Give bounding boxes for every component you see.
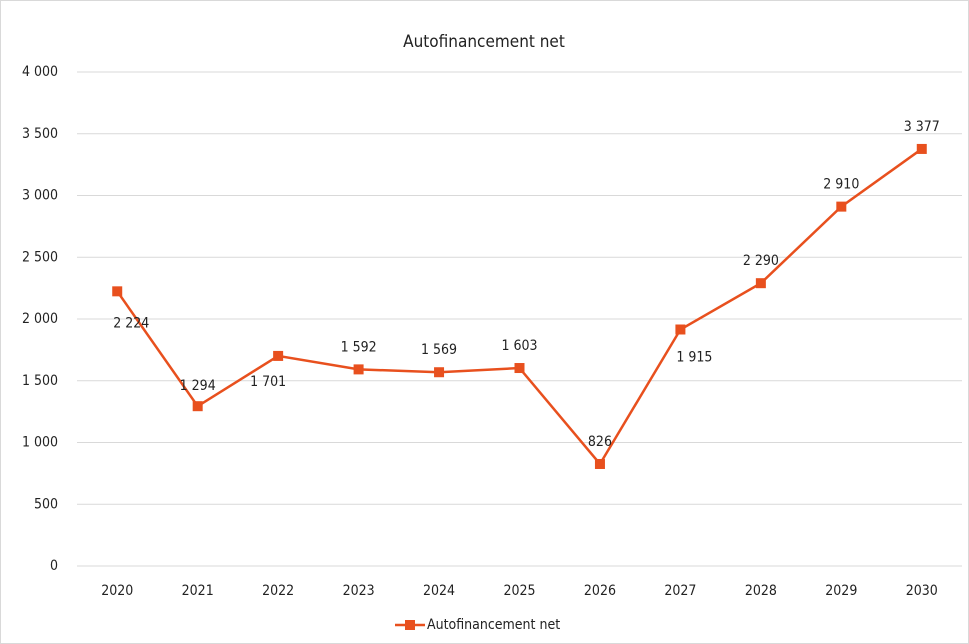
x-tick-label: 2020: [101, 583, 133, 599]
marker: [434, 367, 445, 378]
marker: [836, 201, 847, 212]
x-tick-label: 2027: [664, 583, 696, 599]
x-tick-label: 2026: [584, 583, 616, 599]
data-label: 826: [588, 434, 612, 450]
y-tick-label: 0: [50, 558, 58, 574]
data-label: 2 910: [823, 177, 859, 193]
x-tick-label: 2024: [423, 583, 455, 599]
y-tick-label: 1 000: [22, 435, 58, 451]
marker: [594, 458, 605, 469]
data-label: 1 569: [421, 342, 457, 358]
data-label: 1 603: [501, 338, 537, 354]
y-tick-label: 2 000: [22, 311, 58, 327]
legend-label: Autofinancement net: [427, 617, 560, 633]
data-label: 1 294: [180, 378, 216, 394]
y-tick-label: 3 500: [22, 126, 58, 142]
data-label: 1 701: [250, 374, 286, 390]
y-tick-label: 4 000: [22, 64, 58, 80]
chart-title: Autofinancement net: [403, 32, 565, 52]
data-label: 3 377: [904, 119, 940, 135]
x-tick-label: 2021: [182, 583, 214, 599]
x-tick-label: 2030: [906, 583, 938, 599]
marker: [353, 364, 364, 375]
marker: [192, 401, 203, 412]
y-tick-label: 2 500: [22, 249, 58, 265]
marker: [916, 143, 927, 154]
legend-marker: [405, 620, 415, 630]
x-tick-label: 2029: [825, 583, 857, 599]
data-label: 2 290: [743, 253, 779, 269]
x-tick-label: 2025: [503, 583, 535, 599]
data-label: 2 224: [113, 315, 149, 331]
x-tick-label: 2023: [343, 583, 375, 599]
marker: [514, 363, 525, 374]
x-tick-label: 2022: [262, 583, 294, 599]
marker: [273, 350, 284, 361]
marker: [755, 278, 766, 289]
marker: [112, 286, 123, 297]
y-tick-label: 3 000: [22, 188, 58, 204]
y-tick-label: 500: [34, 496, 58, 512]
data-label: 1 915: [676, 349, 712, 365]
data-label: 1 592: [341, 339, 377, 355]
marker: [675, 324, 686, 335]
x-tick-label: 2028: [745, 583, 777, 599]
y-tick-label: 1 500: [22, 373, 58, 389]
